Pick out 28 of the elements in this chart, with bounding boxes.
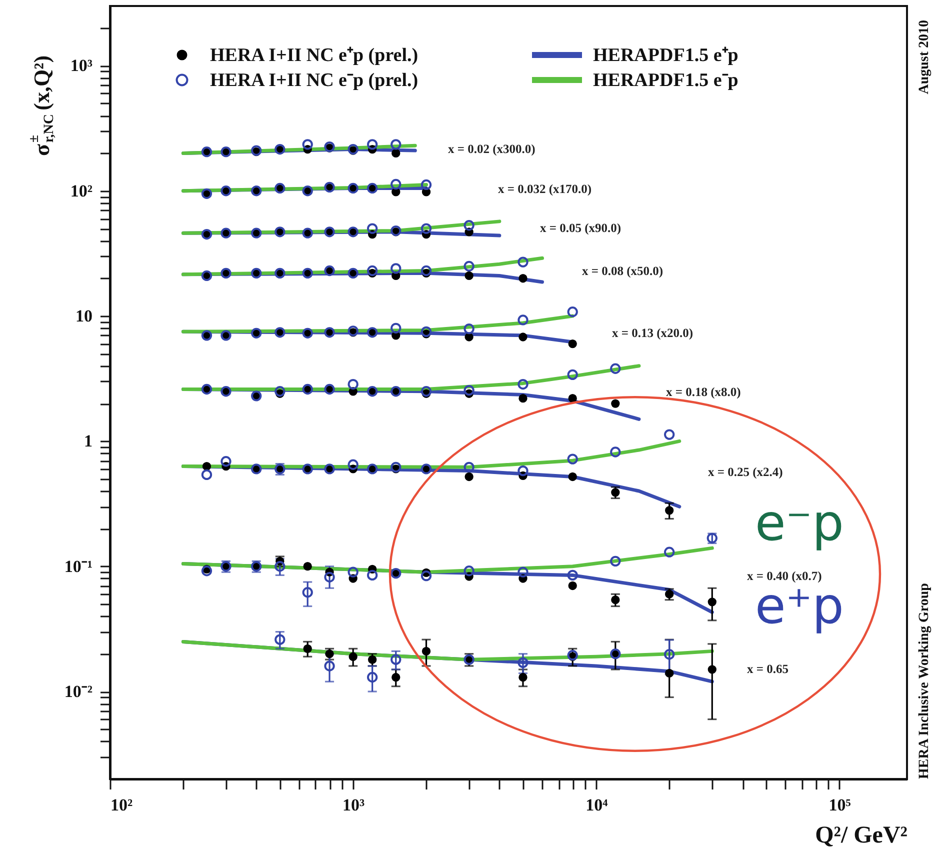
text: HERA Inclusive Working Group xyxy=(917,582,932,779)
annotation: x = 0.65 xyxy=(747,662,788,676)
annotation: x = 0.05 (x90.0) xyxy=(540,221,622,235)
legend-label: HERAPDF1.5 e⁺p xyxy=(593,45,738,66)
x-tick-label: 10⁵ xyxy=(828,796,851,814)
y-tick-label: 10⁻² xyxy=(64,682,92,702)
annotation: x = 0.02 (x300.0) xyxy=(448,142,536,156)
annotation: x = 0.18 (x8.0) xyxy=(666,385,741,399)
y-tick-label: 1 xyxy=(84,432,92,451)
y-axis-title: σ±r,NC(x,Q²) xyxy=(27,55,57,156)
annotation: x = 0.08 (x50.0) xyxy=(582,264,664,278)
text: August 2010 xyxy=(917,20,932,94)
x-tick-label: 10⁴ xyxy=(586,796,608,814)
x-tick-label: 10² xyxy=(110,796,133,814)
x-tick-label: 10³ xyxy=(342,796,365,814)
annotation: x = 0.40 (x0.7) xyxy=(747,569,822,583)
x-axis-title: Q²/ GeV² xyxy=(815,822,908,848)
legend-label: HERAPDF1.5 e⁻p xyxy=(593,70,738,91)
y-tick-label: 10² xyxy=(70,181,92,200)
legend-label: HERA I+II NC e⁻p (prel.) xyxy=(210,70,418,91)
annotation: e⁻p xyxy=(755,494,844,552)
annotation: x = 0.13 (x20.0) xyxy=(612,326,694,340)
y-tick-label: 10 xyxy=(76,306,92,326)
y-tick-label: 10³ xyxy=(70,56,92,76)
legend-label: HERA I+II NC e⁺p (prel.) xyxy=(210,45,418,66)
annotation: x = 0.25 (x2.4) xyxy=(708,465,783,479)
annotation: x = 0.032 (x170.0) xyxy=(498,182,592,196)
y-tick-label: 10⁻¹ xyxy=(64,556,92,576)
